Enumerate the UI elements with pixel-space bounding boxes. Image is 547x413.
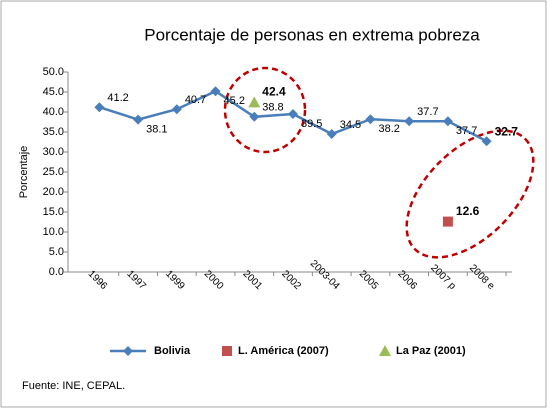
data-label: 37.7 — [417, 106, 438, 118]
data-label: 12.6 — [456, 204, 480, 218]
data-point — [249, 111, 260, 122]
legend-label: L. América (2007) — [238, 345, 329, 357]
data-label: 38.8 — [262, 102, 283, 114]
data-point — [365, 114, 376, 125]
data-point — [248, 96, 261, 108]
legend-marker — [123, 346, 133, 356]
data-label: 38.1 — [146, 124, 167, 136]
y-tick-label: 35.0 — [43, 126, 64, 138]
legend-marker — [222, 346, 232, 356]
data-point — [481, 136, 492, 147]
data-point — [94, 102, 105, 113]
y-tick-label: 50.0 — [43, 66, 64, 78]
data-point — [133, 114, 144, 125]
y-tick-label: 45.0 — [43, 86, 64, 98]
data-point — [404, 116, 415, 127]
legend-label: La Paz (2001) — [396, 345, 466, 357]
y-tick-label: 30.0 — [43, 146, 64, 158]
highlight-ellipse — [223, 66, 307, 154]
data-label: 37.7 — [456, 125, 477, 137]
data-label: 42.4 — [262, 85, 286, 99]
y-tick-label: 25.0 — [43, 166, 64, 178]
y-axis-label: Porcentaje — [18, 146, 30, 199]
y-tick-label: 0.0 — [49, 266, 64, 278]
data-point — [288, 109, 298, 119]
data-label: 32.7 — [495, 124, 519, 138]
data-point — [210, 86, 221, 97]
y-tick-label: 10.0 — [43, 226, 64, 238]
data-point — [326, 129, 337, 139]
legend-label: Bolivia — [154, 345, 191, 357]
highlight-ellipse — [405, 129, 535, 259]
data-label: 34.5 — [340, 119, 361, 131]
data-point — [442, 116, 453, 127]
data-label: 40.7 — [185, 94, 206, 106]
data-label: 39.5 — [301, 118, 322, 130]
data-point — [171, 104, 182, 115]
y-tick-label: 40.0 — [43, 106, 64, 118]
data-label: 38.2 — [378, 123, 399, 135]
source: Fuente: INE, CEPAL. — [22, 380, 125, 392]
y-tick-label: 5.0 — [49, 246, 64, 258]
data-label: 41.2 — [107, 92, 128, 104]
data-point — [442, 216, 453, 227]
data-label: 45.2 — [224, 95, 245, 107]
chart-title: Porcentaje de personas en extrema pobrez… — [144, 25, 480, 44]
legend-marker — [379, 345, 391, 356]
y-tick-label: 20.0 — [43, 186, 64, 198]
y-tick-label: 15.0 — [43, 206, 64, 218]
